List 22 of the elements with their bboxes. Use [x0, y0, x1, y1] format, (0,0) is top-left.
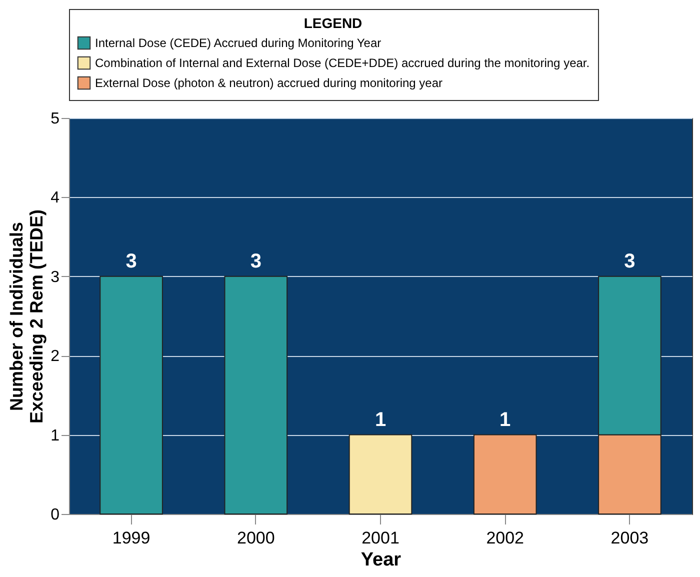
total-label: 3 — [126, 250, 137, 272]
total-label: 3 — [250, 250, 262, 272]
legend-label: Combination of Internal and External Dose (CEDE+DDE) accrued during the monitoring year. — [95, 56, 590, 70]
y-axis-title: Number of Individuals Exceeding 2 Rem (TEDE) — [6, 209, 47, 424]
total-label: 3 — [624, 250, 636, 272]
y-tick-label: 1 — [50, 427, 60, 444]
legend-label: External Dose (photon & neutron) accrued during monitoring year — [95, 76, 443, 90]
y-tick-label: 4 — [50, 190, 60, 207]
y-tick-label: 5 — [50, 110, 60, 128]
legend-label: Internal Dose (CEDE) Accrued during Monitoring Year — [95, 36, 382, 50]
total-label: 1 — [374, 408, 386, 431]
y-tick-label: 2 — [50, 348, 60, 366]
y-tick-label: 0 — [50, 506, 60, 524]
x-tick-label: 2003 — [610, 528, 649, 548]
total-label: 1 — [500, 408, 511, 431]
legend-title: LEGEND — [304, 15, 362, 31]
x-tick-label: 2002 — [486, 528, 524, 548]
x-tick-label: 2001 — [362, 528, 400, 548]
y-tick-label: 3 — [50, 268, 60, 286]
x-tick-label: 1999 — [112, 528, 150, 548]
x-axis-title: Year — [360, 550, 402, 570]
x-tick-label: 2000 — [236, 528, 275, 548]
